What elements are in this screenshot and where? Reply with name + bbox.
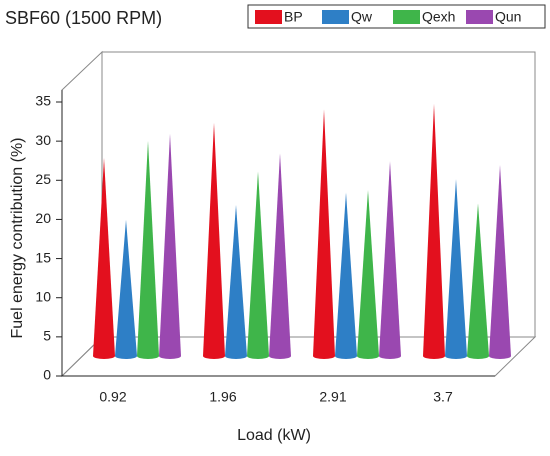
legend-swatch <box>322 10 349 24</box>
x-tick-label: 0.92 <box>99 389 126 405</box>
legend-swatch <box>466 10 493 24</box>
legend-label: BP <box>284 9 303 25</box>
cone <box>247 171 269 359</box>
cone <box>489 164 511 359</box>
cone <box>93 157 115 359</box>
y-tick-label: 5 <box>43 328 51 344</box>
y-tick-label: 0 <box>43 367 51 383</box>
y-tick-label: 35 <box>35 93 51 109</box>
cone <box>379 161 401 359</box>
legend-label: Qw <box>351 9 373 25</box>
cone <box>313 109 335 360</box>
y-tick-label: 30 <box>35 132 51 148</box>
legend-swatch <box>393 10 420 24</box>
legend-label: Qexh <box>422 9 455 25</box>
y-axis-label: Fuel energy contribution (%) <box>9 138 26 339</box>
cone <box>137 140 159 359</box>
x-tick-label: 3.7 <box>433 389 453 405</box>
cone <box>467 203 489 359</box>
x-tick-label: 2.91 <box>319 389 346 405</box>
cone <box>225 204 247 359</box>
cone <box>423 103 445 359</box>
cone <box>115 219 137 359</box>
x-axis-label: Load (kW) <box>237 427 311 444</box>
legend-label: Qun <box>495 9 521 25</box>
legend-swatch <box>255 10 282 24</box>
cone <box>203 122 225 359</box>
cone <box>159 133 181 359</box>
x-tick-label: 1.96 <box>209 389 236 405</box>
cone <box>335 192 357 359</box>
y-tick-label: 20 <box>35 210 51 226</box>
y-tick-label: 15 <box>35 249 51 265</box>
y-tick-label: 10 <box>35 288 51 304</box>
chart-title: SBF60 (1500 RPM) <box>5 8 162 28</box>
cone <box>269 153 291 359</box>
y-tick-label: 25 <box>35 171 51 187</box>
cone <box>445 179 467 359</box>
cone <box>357 190 379 359</box>
